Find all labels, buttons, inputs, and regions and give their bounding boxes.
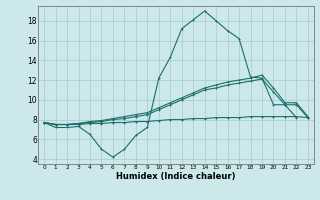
X-axis label: Humidex (Indice chaleur): Humidex (Indice chaleur) — [116, 172, 236, 181]
